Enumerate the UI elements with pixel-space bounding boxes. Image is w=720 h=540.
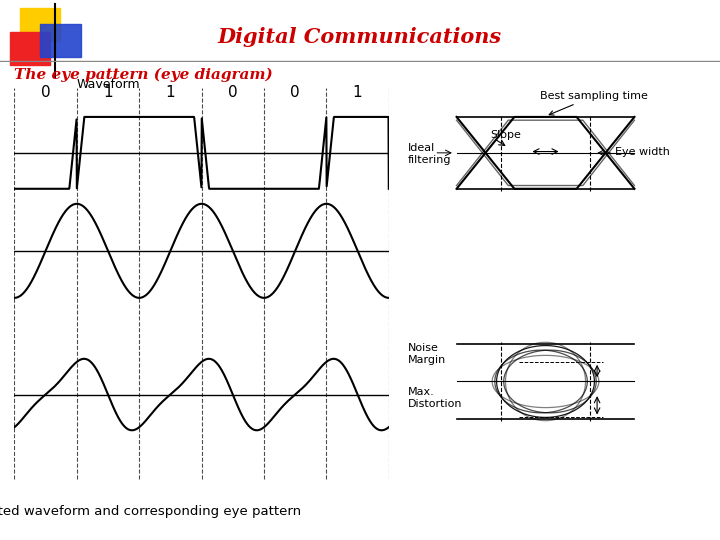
Text: Digital Communications: Digital Communications: [218, 27, 502, 47]
Text: Eye width: Eye width: [615, 146, 670, 157]
Text: 1: 1: [353, 85, 362, 100]
Text: Waveform: Waveform: [76, 78, 140, 91]
Text: 1: 1: [166, 85, 175, 100]
Text: 0: 0: [228, 85, 238, 100]
Text: Best sampling time: Best sampling time: [541, 91, 649, 115]
Text: 0: 0: [41, 85, 50, 100]
Text: 1: 1: [103, 85, 113, 100]
Text: Noise
Margin: Noise Margin: [408, 343, 446, 365]
Bar: [20, 8, 60, 40]
Text: Max.
Distortion: Max. Distortion: [408, 387, 462, 409]
Text: Slope: Slope: [490, 130, 521, 139]
Text: The eye pattern (eye diagram): The eye pattern (eye diagram): [14, 68, 273, 82]
Bar: [10, 32, 50, 65]
Text: Ideal
filtering: Ideal filtering: [408, 143, 451, 165]
Text: 0: 0: [290, 85, 300, 100]
Bar: [40, 24, 81, 57]
Text: Distorted waveform and corresponding eye pattern: Distorted waveform and corresponding eye…: [0, 505, 301, 518]
